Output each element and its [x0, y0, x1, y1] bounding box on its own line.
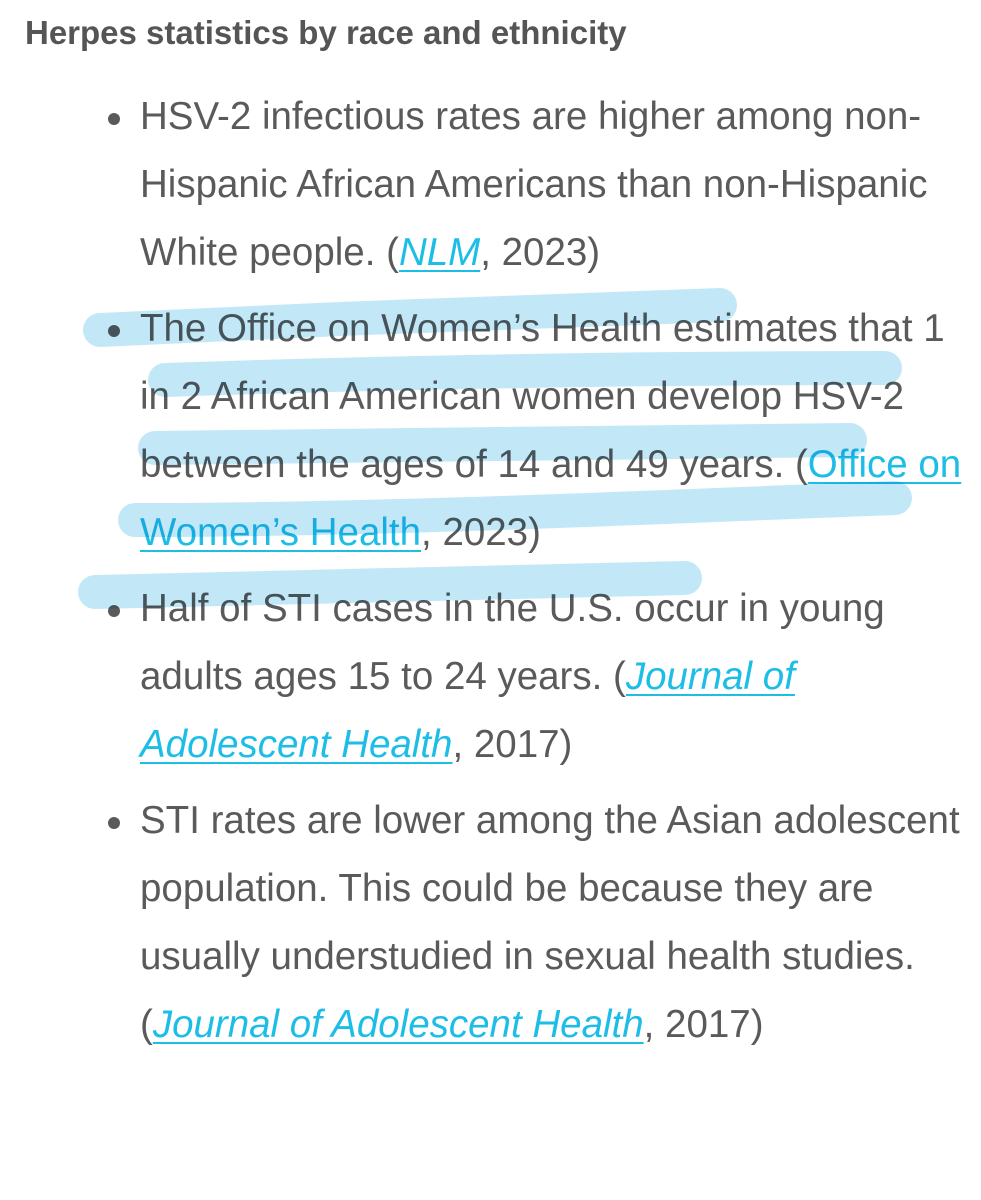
item-year: , 2017)	[452, 723, 573, 766]
list-item: HSV-2 infectious rates are higher among …	[108, 83, 970, 287]
stat-list: HSV-2 infectious rates are higher among …	[108, 83, 970, 1067]
item-year: , 2023)	[421, 511, 541, 554]
item-text: STI rates are lower among the Asian adol…	[140, 799, 960, 1046]
heading: Herpes statistics by race and ethnicity	[25, 14, 627, 51]
list-item: Half of STI cases in the U.S. occur in y…	[108, 575, 970, 779]
item-text: HSV-2 infectious rates are higher among …	[140, 95, 928, 274]
source-link[interactable]: Journal of Adolescent Health	[152, 1003, 644, 1046]
list-item: The Office on Women’s Health estimates t…	[108, 295, 970, 567]
source-link[interactable]: Journal of Adolescent Health	[140, 655, 795, 766]
source-link[interactable]: NLM	[398, 231, 481, 274]
item-year: , 2017)	[643, 1003, 764, 1046]
item-year: , 2023)	[480, 231, 601, 274]
list-item: STI rates are lower among the Asian adol…	[108, 787, 970, 1059]
